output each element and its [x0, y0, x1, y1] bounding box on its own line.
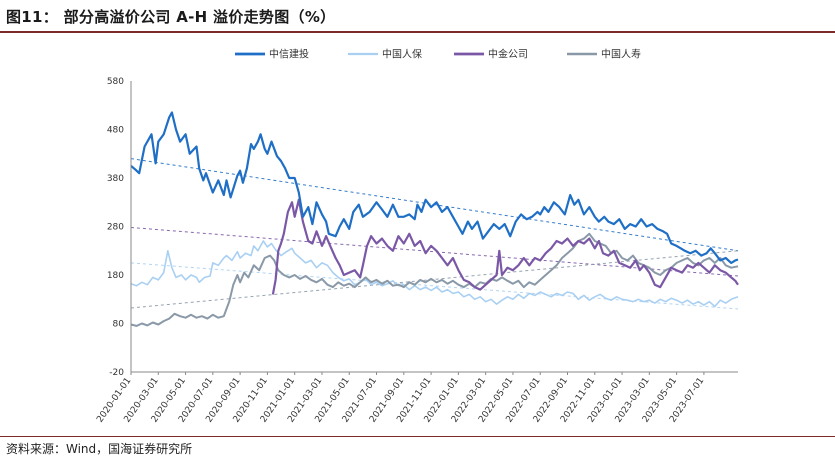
legend: 中信建投 中国人保 中金公司 中国人寿 [235, 48, 641, 61]
bottom-rule [0, 436, 835, 437]
legend-label: 中国人寿 [601, 48, 641, 61]
series-line [130, 232, 739, 327]
title-rule [0, 31, 835, 33]
y-tick-label: 280 [107, 223, 124, 233]
premium-trend-chart: 中信建投 中国人保 中金公司 中国人寿 -2080180280380480580202… [95, 48, 739, 425]
legend-label: 中国人保 [382, 48, 422, 61]
series-lines [130, 111, 739, 327]
series-line [271, 198, 739, 295]
series-line [130, 111, 739, 264]
y-tick-label: 180 [107, 271, 124, 281]
legend-label: 中金公司 [488, 48, 528, 61]
y-tick-label: 80 [113, 320, 125, 330]
y-tick-label: 380 [107, 174, 124, 184]
axes: -20801802803804805802020-01-012020-03-01… [95, 77, 738, 425]
series-line [130, 240, 739, 308]
y-tick-label: -20 [109, 368, 124, 378]
y-tick-label: 480 [107, 126, 124, 136]
source-note: 资料来源：Wind，国海证券研究所 [6, 442, 193, 456]
figure-title: 图11： 部分高溢价公司 A-H 溢价走势图（%） [6, 8, 336, 26]
trendlines [130, 158, 739, 310]
legend-label: 中信建投 [269, 48, 309, 61]
y-tick-label: 580 [107, 77, 124, 87]
